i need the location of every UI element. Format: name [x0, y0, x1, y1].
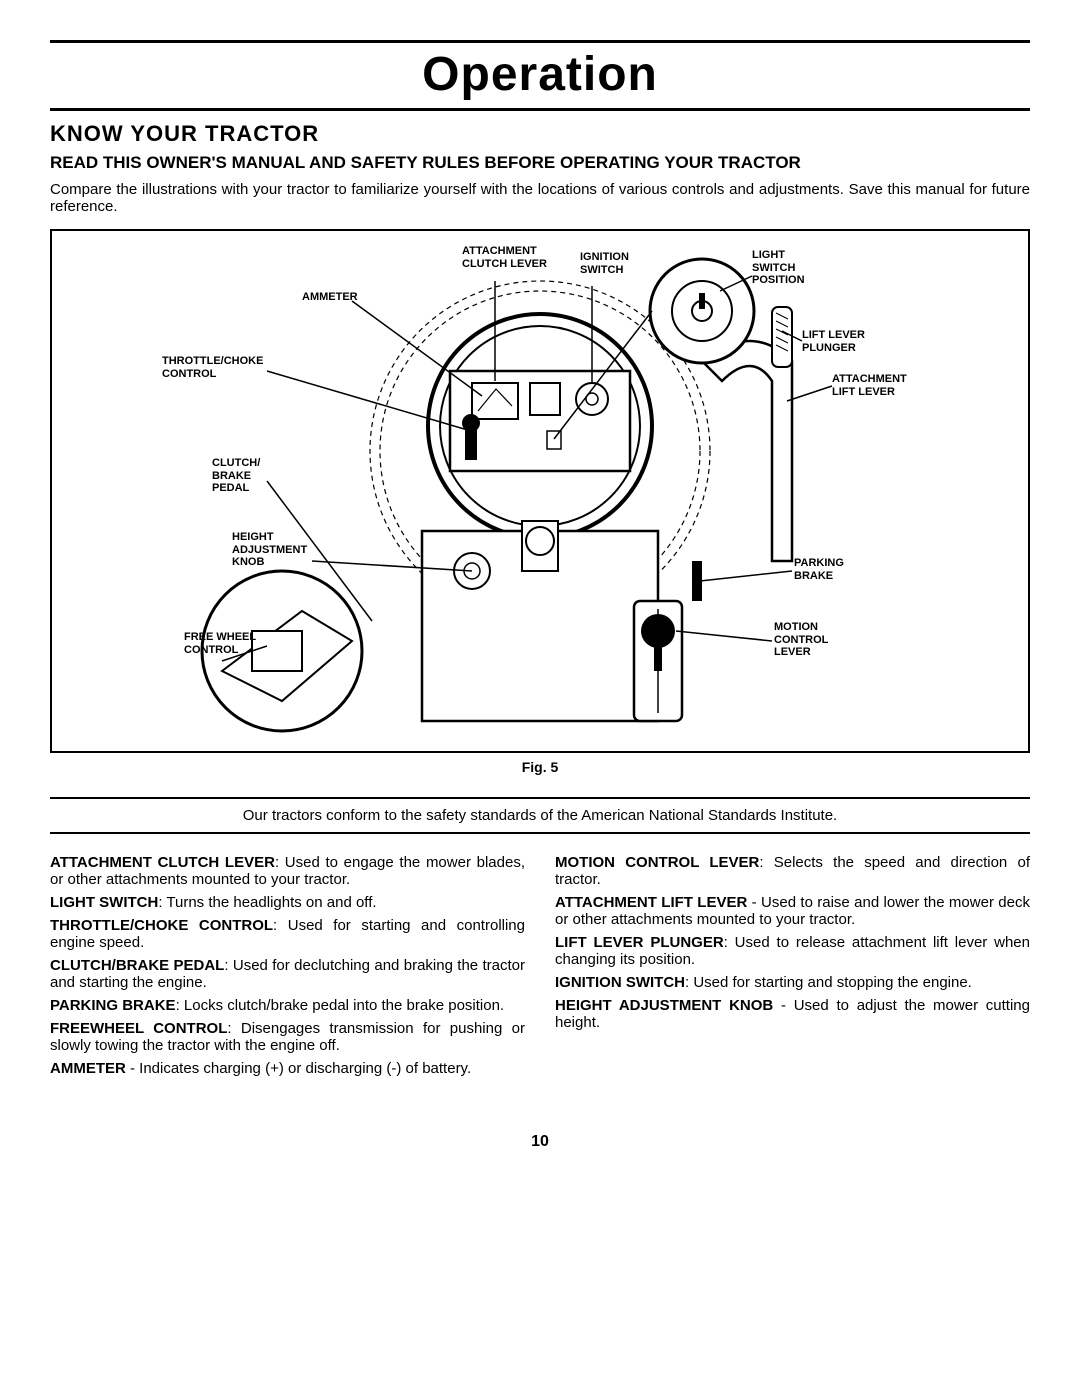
label-free-wheel: FREE WHEELCONTROL [184, 631, 256, 656]
definition-item: PARKING BRAKE: Locks clutch/brake pedal … [50, 997, 525, 1014]
label-ignition-switch: IGNITIONSWITCH [580, 251, 629, 276]
definitions-right: MOTION CONTROL LEVER: Selects the speed … [555, 854, 1030, 1083]
label-ammeter: AMMETER [302, 291, 358, 304]
definition-item: LIFT LEVER PLUNGER: Used to release atta… [555, 934, 1030, 968]
definition-item: MOTION CONTROL LEVER: Selects the speed … [555, 854, 1030, 888]
intro-text: Compare the illustrations with your trac… [50, 181, 1030, 215]
tractor-illustration [52, 231, 1028, 751]
label-lift-plunger: LIFT LEVERPLUNGER [802, 329, 865, 354]
definition-item: HEIGHT ADJUSTMENT KNOB - Used to adjust … [555, 997, 1030, 1031]
definition-item: ATTACHMENT LIFT LEVER - Used to raise an… [555, 894, 1030, 928]
definition-item: ATTACHMENT CLUTCH LEVER: Used to engage … [50, 854, 525, 888]
definition-item: IGNITION SWITCH: Used for starting and s… [555, 974, 1030, 991]
definition-item: THROTTLE/CHOKE CONTROL: Used for startin… [50, 917, 525, 951]
definitions-columns: ATTACHMENT CLUTCH LEVER: Used to engage … [50, 854, 1030, 1083]
definition-item: LIGHT SWITCH: Turns the headlights on an… [50, 894, 525, 911]
ansi-notice: Our tractors conform to the safety stand… [50, 797, 1030, 834]
label-parking-brake: PARKINGBRAKE [794, 557, 844, 582]
definition-item: FREEWHEEL CONTROL: Disengages transmissi… [50, 1020, 525, 1054]
section-heading: KNOW YOUR TRACTOR [50, 121, 1030, 147]
figure-caption: Fig. 5 [50, 759, 1030, 775]
label-light-switch: LIGHTSWITCHPOSITION [752, 249, 805, 287]
label-throttle-choke: THROTTLE/CHOKECONTROL [162, 355, 263, 380]
label-attachment-clutch-lever: ATTACHMENTCLUTCH LEVER [462, 245, 547, 270]
page-title: Operation [50, 47, 1030, 102]
label-attachment-lift-lever: ATTACHMENTLIFT LEVER [832, 373, 907, 398]
definition-item: AMMETER - Indicates charging (+) or disc… [50, 1060, 525, 1077]
label-clutch-brake-pedal: CLUTCH/BRAKEPEDAL [212, 457, 260, 495]
tractor-diagram: ATTACHMENTCLUTCH LEVER IGNITIONSWITCH AM… [50, 229, 1030, 753]
label-height-adj-knob: HEIGHTADJUSTMENTKNOB [232, 531, 307, 569]
page-number: 10 [50, 1133, 1030, 1151]
definitions-left: ATTACHMENT CLUTCH LEVER: Used to engage … [50, 854, 525, 1083]
warning-line: READ THIS OWNER'S MANUAL AND SAFETY RULE… [50, 153, 1030, 173]
label-motion-control: MOTIONCONTROLLEVER [774, 621, 828, 659]
definition-item: CLUTCH/BRAKE PEDAL: Used for declutching… [50, 957, 525, 991]
